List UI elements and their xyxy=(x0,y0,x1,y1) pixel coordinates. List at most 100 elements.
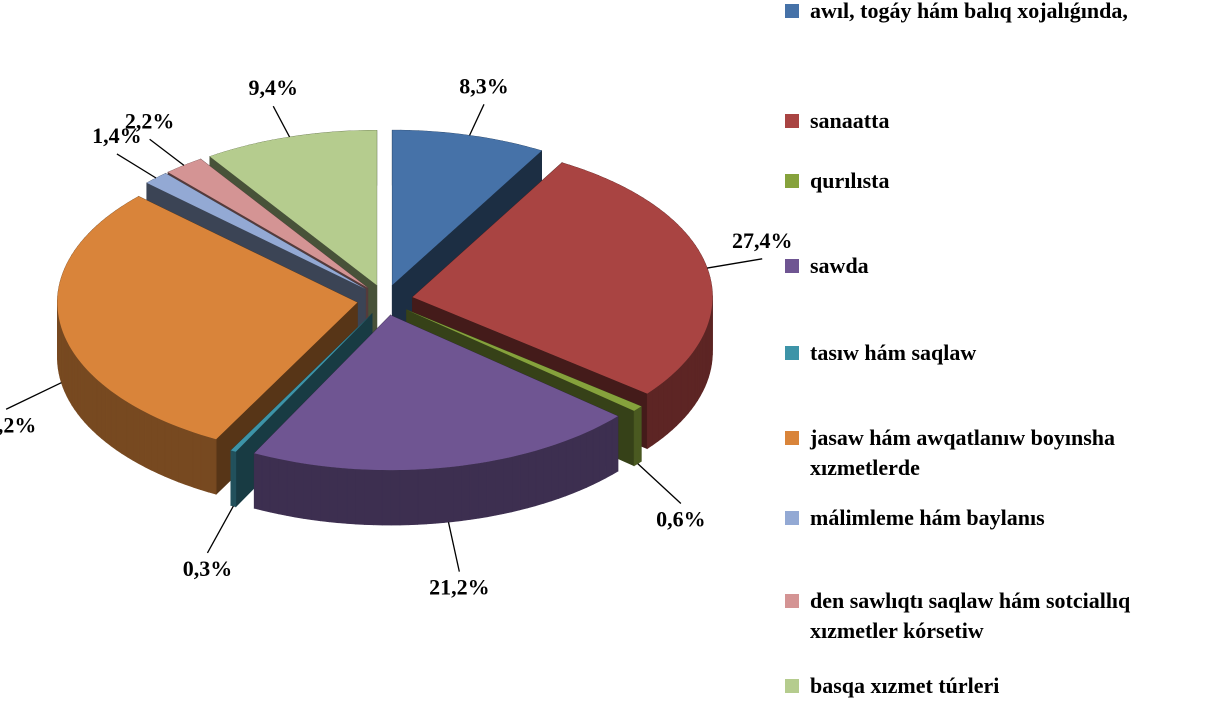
slice-side xyxy=(373,469,383,526)
slice-side xyxy=(303,463,313,521)
slice-side xyxy=(550,443,559,502)
slice-side xyxy=(652,385,659,446)
legend-label: awıl, togáy hám balıq xojalıǵında, xyxy=(810,0,1128,23)
slice-side xyxy=(355,468,365,525)
slice-side xyxy=(579,431,587,491)
slice-side xyxy=(80,362,85,423)
slice-side xyxy=(599,422,607,482)
slice-side xyxy=(171,423,179,483)
slice-side xyxy=(680,361,685,423)
slice-side xyxy=(699,336,703,397)
slice xyxy=(406,309,642,411)
legend-label: den sawlıqtı saqlaw hám sotciallıq xızme… xyxy=(810,588,1131,643)
data-label: 21,2% xyxy=(429,575,490,600)
legend-entry: qurılısta xyxy=(785,166,1205,196)
slice-side xyxy=(399,469,410,526)
slice-side xyxy=(558,440,567,499)
legend-entry: awıl, togáy hám balıq xojalıǵında, xyxy=(785,0,1205,26)
slice xyxy=(57,196,358,440)
legend-entry: den sawlıqtı saqlaw hám sotciallıq xızme… xyxy=(785,586,1205,646)
slice-side xyxy=(676,365,682,427)
data-label: 0,6% xyxy=(656,507,706,532)
slice-side xyxy=(702,331,706,392)
slice-side xyxy=(691,348,696,410)
legend-entry: basqa xızmet túrleri xyxy=(785,671,1205,701)
slice-side xyxy=(543,445,552,504)
slice-side xyxy=(208,436,217,495)
slice-side xyxy=(667,373,673,435)
legend-label: sawda xyxy=(810,253,869,278)
slice-side xyxy=(126,401,134,461)
slice-side xyxy=(261,454,271,513)
legend-swatch xyxy=(785,511,799,525)
legend-entry: sawda xyxy=(785,251,1205,281)
slice-side xyxy=(503,456,513,515)
slice-side xyxy=(592,425,600,485)
slice-side xyxy=(185,429,194,488)
slice-side xyxy=(294,461,304,519)
slice-side xyxy=(671,369,677,431)
slice-side xyxy=(687,353,692,415)
slice-side xyxy=(278,458,288,516)
legend-swatch xyxy=(785,114,799,128)
leader-line xyxy=(116,153,157,179)
slice-side xyxy=(164,420,172,480)
slice-side xyxy=(320,465,330,523)
legend-swatch xyxy=(785,679,799,693)
slice-side xyxy=(381,469,392,526)
slice-side xyxy=(84,366,89,427)
legend-swatch xyxy=(785,346,799,360)
slice-side xyxy=(435,467,445,524)
slice-side xyxy=(637,405,642,465)
legend-label: tasıw hám saqlaw xyxy=(810,340,977,365)
leader-line xyxy=(149,138,185,166)
slice-side xyxy=(469,462,479,520)
slice-side xyxy=(77,357,82,419)
slice-side xyxy=(684,357,689,419)
slice xyxy=(254,315,618,471)
slice-side xyxy=(151,414,159,474)
slice-side xyxy=(646,389,653,450)
data-label: 29,2% xyxy=(0,412,36,437)
slice-side xyxy=(110,390,117,451)
legend-entry: málimleme hám baylanıs xyxy=(785,503,1205,533)
slice-side xyxy=(286,460,296,518)
slice-side xyxy=(452,465,462,523)
slice xyxy=(209,130,377,286)
slice-side xyxy=(697,339,701,402)
legend-swatch xyxy=(785,594,799,608)
slice-side xyxy=(138,408,146,468)
slice-side xyxy=(511,454,521,513)
leader-line xyxy=(5,382,62,410)
slice-side xyxy=(527,450,537,509)
data-label: 9,4% xyxy=(248,75,298,100)
slice-side xyxy=(329,466,339,524)
slice-side xyxy=(66,341,70,401)
legend-swatch xyxy=(785,4,799,18)
slice-side xyxy=(346,468,356,525)
slice-side xyxy=(694,344,698,406)
slice-side xyxy=(408,469,419,526)
slice-side xyxy=(74,353,79,415)
slice-side xyxy=(101,382,107,443)
slice-side xyxy=(132,404,140,465)
leader-line xyxy=(272,105,291,138)
slice xyxy=(146,173,366,289)
slice-side xyxy=(390,469,401,526)
legend-label: basqa xızmet túrleri xyxy=(810,673,1000,698)
slice-side xyxy=(192,431,202,491)
leader-line xyxy=(206,505,234,554)
data-label: 8,3% xyxy=(459,73,509,98)
slice-side xyxy=(586,428,594,488)
slice-side xyxy=(200,434,209,493)
slice-side xyxy=(105,386,112,447)
slice-side xyxy=(572,434,581,494)
legend-label: qurılısta xyxy=(810,168,890,193)
leader-line xyxy=(707,258,763,269)
slice-side xyxy=(121,397,128,458)
slice-side xyxy=(88,370,93,432)
legend-swatch xyxy=(785,259,799,273)
leader-line xyxy=(468,104,485,136)
